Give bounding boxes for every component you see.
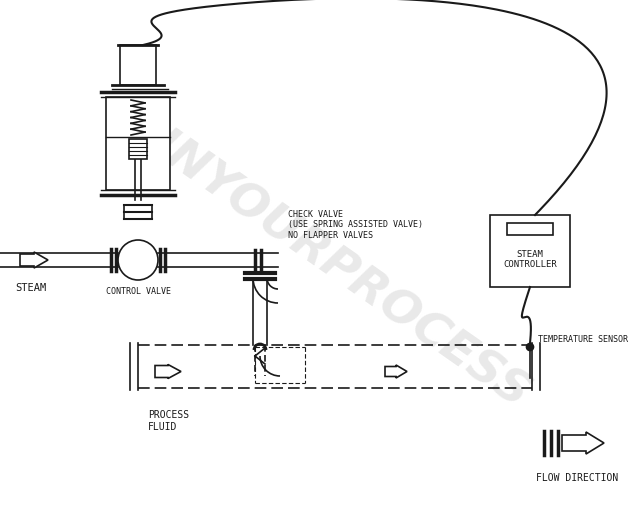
Circle shape — [118, 240, 158, 280]
Text: STEAM: STEAM — [15, 283, 46, 293]
Text: CONTROL VALVE: CONTROL VALVE — [105, 287, 170, 297]
FancyArrow shape — [155, 365, 181, 379]
Text: STEAM
CONTROLLER: STEAM CONTROLLER — [503, 250, 557, 269]
Bar — [120, 45, 156, 85]
Text: TEMPERATURE SENSOR: TEMPERATURE SENSOR — [538, 334, 628, 344]
Text: CHECK VALVE
(USE SPRING ASSISTED VALVE)
NO FLAPPER VALVES: CHECK VALVE (USE SPRING ASSISTED VALVE) … — [288, 210, 423, 240]
Text: INYOURPROCESS: INYOURPROCESS — [143, 123, 537, 417]
Bar — [106, 97, 170, 190]
Bar — [490, 215, 570, 287]
Text: PROCESS
FLUID: PROCESS FLUID — [148, 410, 189, 431]
FancyArrow shape — [385, 365, 407, 378]
Circle shape — [527, 344, 534, 350]
Bar — [507, 223, 553, 235]
FancyArrow shape — [20, 252, 48, 268]
Bar — [129, 139, 147, 159]
FancyArrow shape — [562, 432, 604, 454]
Text: FLOW DIRECTION: FLOW DIRECTION — [536, 473, 618, 483]
